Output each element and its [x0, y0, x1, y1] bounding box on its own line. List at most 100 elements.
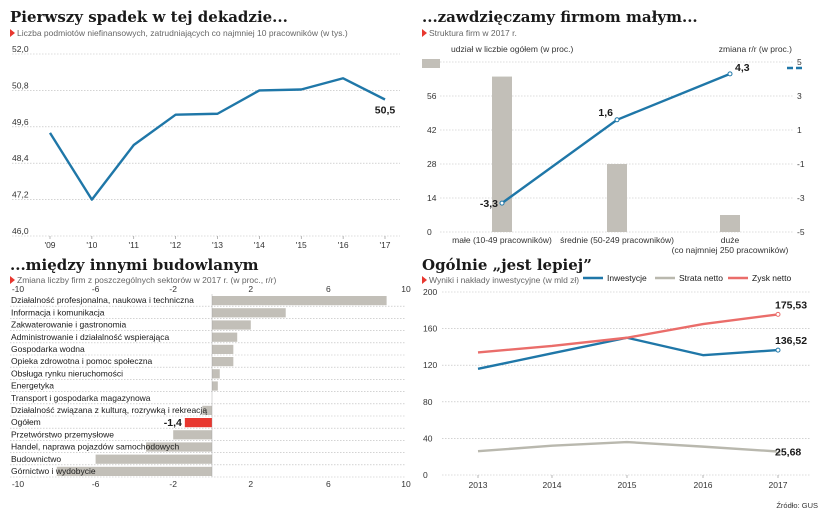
chart1-subtitle: Liczba podmiotów niefinansowych, zatrudn…	[17, 28, 348, 38]
chart2-right-tick: -5	[797, 227, 805, 237]
chart3-x-tick-bottom: 10	[401, 479, 411, 489]
chart1-x-tick: '11	[129, 240, 140, 250]
chart3-bar	[212, 381, 218, 391]
chart3-category-label: Administrowanie i działalność wspierając…	[11, 332, 170, 342]
chart4-x-tick: 2015	[618, 480, 637, 490]
chart3-category-label: Transport i gospodarka magazynowa	[11, 393, 151, 403]
chart2-category-label-line: (co najmniej 250 pracowników)	[672, 245, 789, 255]
chart2-left-tick: 28	[427, 159, 437, 169]
chart1-series-line	[48, 77, 386, 201]
chart3-category-label: Ogółem	[11, 417, 41, 427]
chart3-bar	[212, 344, 234, 354]
chart1-x-tick: '09	[44, 240, 55, 250]
chart3-bar	[212, 369, 220, 379]
chart4-x-tick: 2016	[694, 480, 713, 490]
chart3-x-tick-top: 10	[401, 284, 411, 294]
chart3-category-label: Przetwórstwo przemysłowe	[11, 429, 114, 439]
chart2-bar	[492, 76, 512, 232]
chart3-highlight-label: -1,4	[164, 417, 182, 429]
chart3-bar	[173, 430, 212, 440]
chart4-y-tick: 80	[423, 397, 433, 407]
chart2-bar	[607, 164, 627, 232]
chart3-x-tick-bottom: -10	[12, 479, 25, 489]
chart3-category-label: Energetyka	[11, 381, 54, 391]
chart2-left-tick: 0	[427, 227, 432, 237]
chart2-subtitle: Struktura firm w 2017 r.	[429, 28, 517, 38]
chart3-x-tick-bottom: 2	[248, 479, 253, 489]
chart4-end-point	[775, 449, 781, 455]
chart4-x-tick: 2014	[543, 480, 562, 490]
chart4-x-tick: 2013	[469, 480, 488, 490]
chart2-subtitle-marker	[422, 29, 427, 37]
chart3-bar	[212, 308, 286, 318]
chart3-bar	[212, 357, 234, 367]
chart2-title: ...zawdzięczamy firmom małym...	[422, 8, 698, 26]
chart4-legend-label: Zysk netto	[752, 273, 791, 283]
chart2-change-label: -3,3	[480, 198, 498, 210]
chart3-bar	[146, 442, 212, 452]
chart4-end-point	[775, 347, 781, 353]
chart2-category-label: małe (10-49 pracowników)	[452, 235, 552, 245]
chart1-x-tick: '17	[379, 240, 390, 250]
chart4-y-tick: 200	[423, 287, 437, 297]
chart3-bar	[212, 332, 238, 342]
chart1-subtitle-marker	[10, 29, 15, 37]
chart3-bar-highlight	[184, 418, 212, 428]
chart3-x-tick-top: -6	[92, 284, 100, 294]
chart1-x-tick: '10	[86, 240, 97, 250]
source-note: Źródło: GUS	[776, 501, 818, 510]
chart4-y-tick: 160	[423, 324, 437, 334]
chart2-category-label-large: duże (co najmniej 250 pracowników)	[672, 235, 789, 255]
chart4-title: Ogólnie „jest lepiej”	[422, 256, 592, 274]
chart2-right-tick: 3	[797, 91, 802, 101]
chart2-category-label: średnie (50-249 pracowników)	[560, 235, 674, 245]
chart1-x-tick: '14	[254, 240, 265, 250]
chart1-title: Pierwszy spadek w tej dekadzie...	[10, 8, 288, 26]
chart2-change-label: 4,3	[735, 62, 750, 74]
chart3-title: ...między innymi budowlanym	[10, 256, 259, 274]
chart1-y-tick: 46,0	[12, 226, 29, 236]
chart4-end-point	[775, 311, 781, 317]
chart2-right-tick: 1	[797, 125, 802, 135]
chart3-category-label: Obsługa rynku nieruchomości	[11, 368, 123, 378]
chart4-legend-label: Inwestycje	[607, 273, 647, 283]
chart1-y-tick: 52,0	[12, 44, 29, 54]
chart2-left-tick: 56	[427, 91, 437, 101]
chart3-category-label: Górnictwo i wydobycie	[11, 466, 96, 476]
chart2-bar	[720, 215, 740, 232]
chart1-y-tick: 48,4	[12, 153, 29, 163]
chart4-end-label: 136,52	[775, 335, 807, 347]
chart2-right-tick: -1	[797, 159, 805, 169]
chart2-left-axis-title: udział w liczbie ogółem (w proc.)	[451, 44, 574, 54]
chart2-left-tick: 42	[427, 125, 437, 135]
chart3-subtitle: Zmiana liczby firm z poszczególnych sekt…	[17, 275, 276, 285]
chart1-x-tick: '12	[170, 240, 181, 250]
chart3-x-tick-bottom: -6	[92, 479, 100, 489]
chart2-change-point	[727, 71, 733, 77]
chart3-bar	[56, 466, 212, 476]
chart4-y-tick: 120	[423, 360, 437, 370]
chart1-end-label: 50,5	[375, 105, 396, 117]
chart4-y-tick: 0	[423, 470, 428, 480]
chart3-category-label: Działalność związana z kulturą, rozrywką…	[11, 405, 207, 415]
chart3-category-label: Informacja i komunikacja	[11, 307, 105, 317]
chart3-x-tick-top: -10	[12, 284, 25, 294]
chart3-category-label: Zakwaterowanie i gastronomia	[11, 320, 127, 330]
chart1-x-tick: '15	[296, 240, 307, 250]
chart3-category-label: Budownictwo	[11, 454, 61, 464]
chart2-change-point	[499, 200, 505, 206]
chart1-x-tick: '16	[338, 240, 349, 250]
chart3-category-label: Opieka zdrowotna i pomoc społeczna	[11, 356, 153, 366]
chart4-end-label: 25,68	[775, 447, 801, 459]
chart3-bar	[212, 296, 387, 306]
chart2-change-point	[614, 117, 620, 123]
chart1-y-tick: 49,6	[12, 117, 29, 127]
chart3-x-tick-top: -2	[169, 284, 177, 294]
chart4-subtitle: Wyniki i nakłady inwestycyjne (w mld zł)	[429, 275, 579, 285]
chart3-x-tick-top: 2	[248, 284, 253, 294]
chart4-series-line	[477, 313, 779, 354]
chart2-right-axis-title: zmiana r/r (w proc.)	[719, 44, 792, 54]
chart2-right-tick: 5	[797, 57, 802, 67]
chart2-right-tick: -3	[797, 193, 805, 203]
